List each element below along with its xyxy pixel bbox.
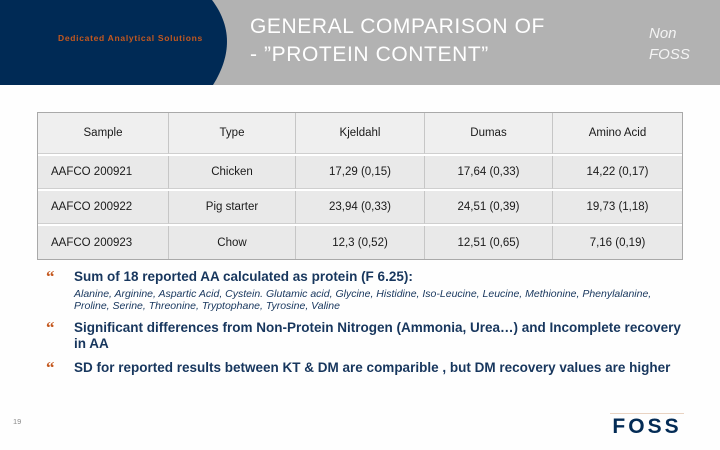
- navy-curve-shape: [0, 0, 227, 85]
- cell-type: Pig starter: [169, 191, 296, 224]
- header-banner: Dedicated Analytical Solutions GENERAL C…: [0, 0, 720, 85]
- cell-sample: AAFCO 200921: [38, 156, 169, 189]
- list-item: “ Sum of 18 reported AA calculated as pr…: [40, 267, 688, 313]
- bullet-text: Sum of 18 reported AA calculated as prot…: [74, 269, 413, 284]
- table-row: AAFCO 200921 Chicken 17,29 (0,15) 17,64 …: [38, 156, 682, 189]
- quote-bullet-icon: “: [46, 357, 55, 377]
- column-header-type: Type: [169, 113, 296, 154]
- column-header-kjeldahl: Kjeldahl: [296, 113, 425, 154]
- cell-type: Chow: [169, 226, 296, 259]
- quote-bullet-icon: “: [46, 267, 55, 286]
- cell-amino-acid: 7,16 (0,19): [553, 226, 682, 259]
- cell-type: Chicken: [169, 156, 296, 189]
- cell-sample: AAFCO 200922: [38, 191, 169, 224]
- brand-tagline: Dedicated Analytical Solutions: [58, 33, 203, 43]
- list-item: “ SD for reported results between KT & D…: [40, 357, 688, 377]
- protein-comparison-table: Sample Type Kjeldahl Dumas Amino Acid AA…: [37, 112, 683, 260]
- column-header-dumas: Dumas: [425, 113, 553, 154]
- column-header-amino-acid: Amino Acid: [553, 113, 682, 154]
- badge-line1: Non: [649, 25, 677, 42]
- cell-sample: AAFCO 200923: [38, 226, 169, 259]
- slide-title-line2: - ”PROTEIN CONTENT”: [250, 43, 489, 66]
- cell-dumas: 17,64 (0,33): [425, 156, 553, 189]
- foss-logo: FOSS: [610, 413, 684, 438]
- bullet-list: “ Sum of 18 reported AA calculated as pr…: [40, 267, 688, 383]
- foss-logo-text: FOSS: [612, 415, 682, 438]
- slide-title-line1: GENERAL COMPARISON OF: [250, 15, 545, 38]
- slide-title: GENERAL COMPARISON OF - ”PROTEIN CONTENT…: [250, 13, 580, 69]
- logo-accent-line: [610, 413, 684, 414]
- column-header-sample: Sample: [38, 113, 169, 154]
- bullet-text: SD for reported results between KT & DM …: [74, 359, 671, 375]
- table-row: AAFCO 200923 Chow 12,3 (0,52) 12,51 (0,6…: [38, 226, 682, 259]
- cell-dumas: 24,51 (0,39): [425, 191, 553, 224]
- cell-amino-acid: 14,22 (0,17): [553, 156, 682, 189]
- badge-line2: FOSS: [649, 46, 690, 63]
- page-number: 19: [13, 417, 22, 426]
- cell-kjeldahl: 17,29 (0,15): [296, 156, 425, 189]
- bullet-text: Significant differences from Non-Protein…: [74, 319, 681, 352]
- bullet-subtext: Alanine, Arginine, Aspartic Acid, Cystei…: [74, 287, 652, 313]
- cell-kjeldahl: 23,94 (0,33): [296, 191, 425, 224]
- non-foss-badge: Non FOSS: [649, 23, 690, 65]
- quote-bullet-icon: “: [46, 317, 55, 337]
- cell-dumas: 12,51 (0,65): [425, 226, 553, 259]
- cell-amino-acid: 19,73 (1,18): [553, 191, 682, 224]
- list-item: “ Significant differences from Non-Prote…: [40, 317, 688, 353]
- cell-kjeldahl: 12,3 (0,52): [296, 226, 425, 259]
- table-row: AAFCO 200922 Pig starter 23,94 (0,33) 24…: [38, 191, 682, 224]
- table-header-row: Sample Type Kjeldahl Dumas Amino Acid: [38, 113, 682, 154]
